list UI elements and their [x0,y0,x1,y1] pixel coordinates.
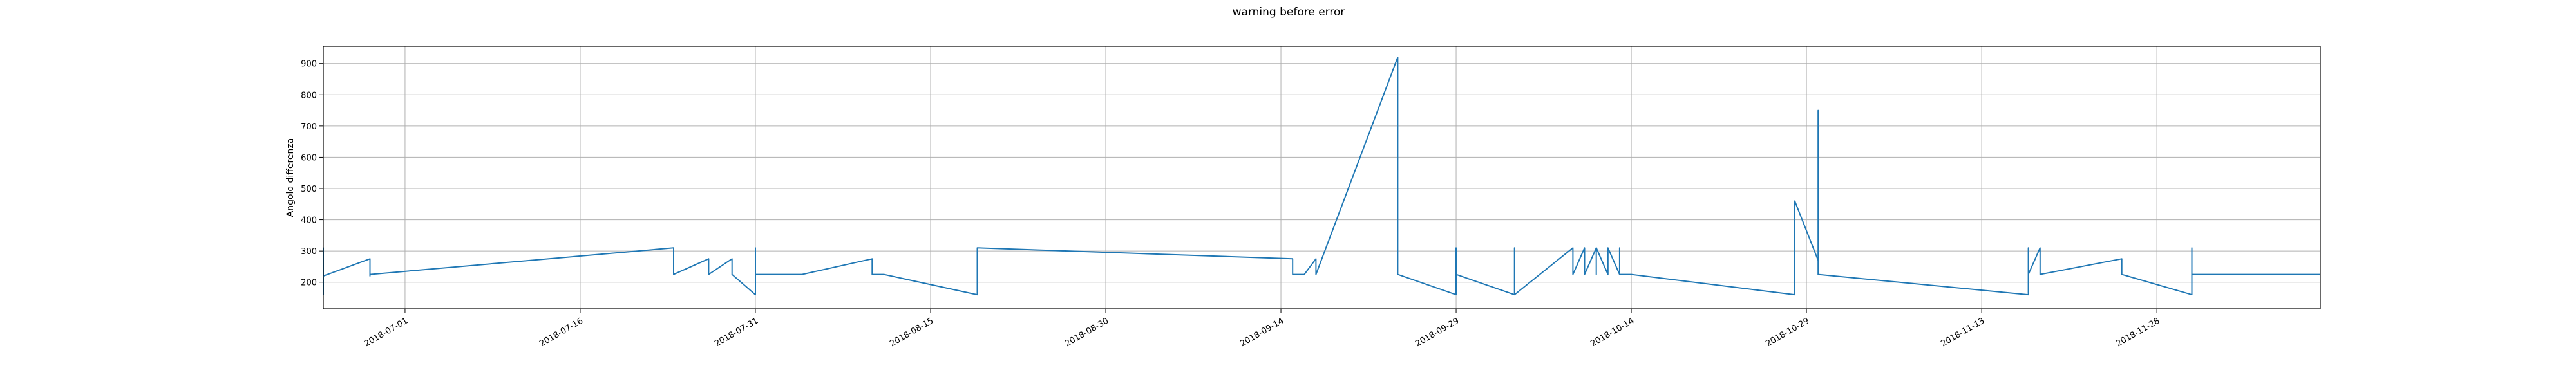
series-line-0 [323,57,2320,296]
y-tick-label: 700 [301,122,317,132]
y-axis: 200 300 400 500 600 700 800 900 [301,60,323,288]
y-tick-label: 400 [301,216,317,226]
y-tick-label: 300 [301,247,317,257]
y-tick-label: 500 [301,185,317,194]
y-tick-label: 200 [301,279,317,288]
y-tick-label: 600 [301,153,317,163]
plot-frame [323,46,2321,309]
y-tick-label: 800 [301,91,317,100]
series-layer [323,57,2320,296]
y-tick-label: 900 [301,60,317,69]
y-axis-label: Angolo differenza [285,138,296,217]
chart-title: warning before error [1233,6,1345,19]
